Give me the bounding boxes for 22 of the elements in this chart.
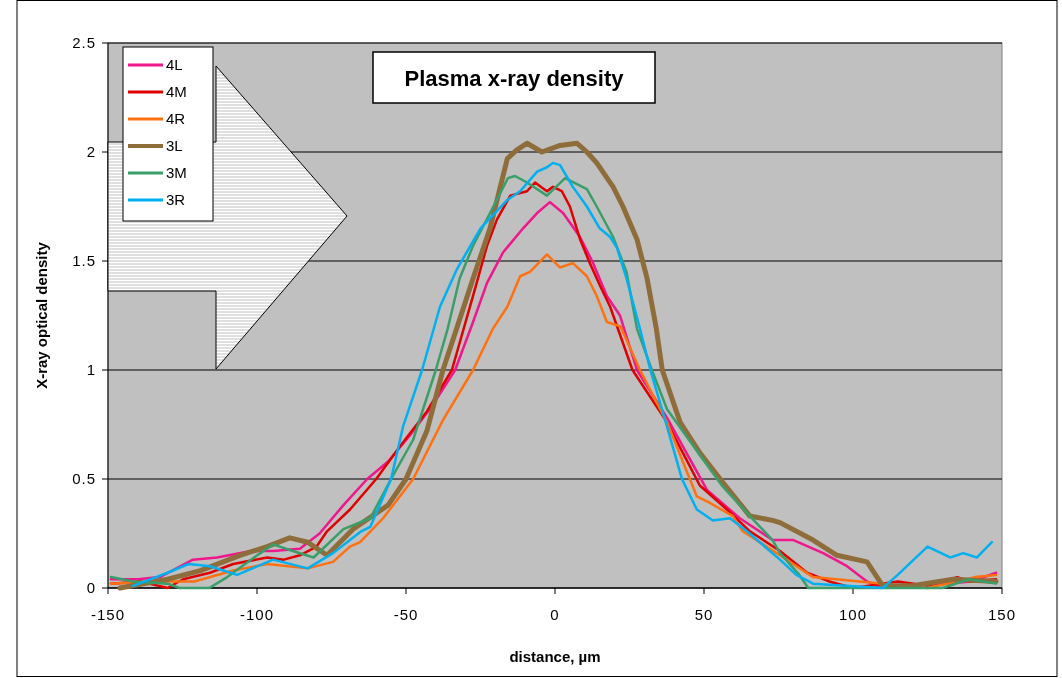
legend-label: 3R (166, 191, 186, 209)
x-tick-label: 0 (550, 606, 560, 623)
legend-label: 4M (166, 83, 187, 101)
x-axis-title: distance, µm (509, 648, 601, 665)
y-tick-label: 0.5 (72, 470, 96, 488)
x-tick-label: -100 (239, 606, 275, 623)
x-tick-label: 50 (694, 606, 714, 623)
legend-label: 4L (166, 56, 183, 74)
text: Plasma x-ray density (404, 65, 625, 91)
y-tick-label: 1.5 (72, 252, 96, 270)
y-tick-label: 2.5 (72, 34, 96, 52)
legend-label: 3L (166, 137, 183, 155)
y-tick-label: 0 (86, 579, 96, 597)
y-tick-label: 2 (86, 143, 96, 161)
y-tick-label: 1 (86, 361, 96, 379)
x-tick-label: -50 (393, 606, 419, 623)
x-tick-label: 100 (838, 606, 868, 623)
y-axis-title: X-ray optical density (33, 241, 50, 389)
legend-label: 3M (166, 164, 187, 182)
x-tick-label: 150 (987, 606, 1017, 623)
legend-label: 4R (166, 110, 186, 128)
x-tick-label: -150 (90, 606, 126, 623)
